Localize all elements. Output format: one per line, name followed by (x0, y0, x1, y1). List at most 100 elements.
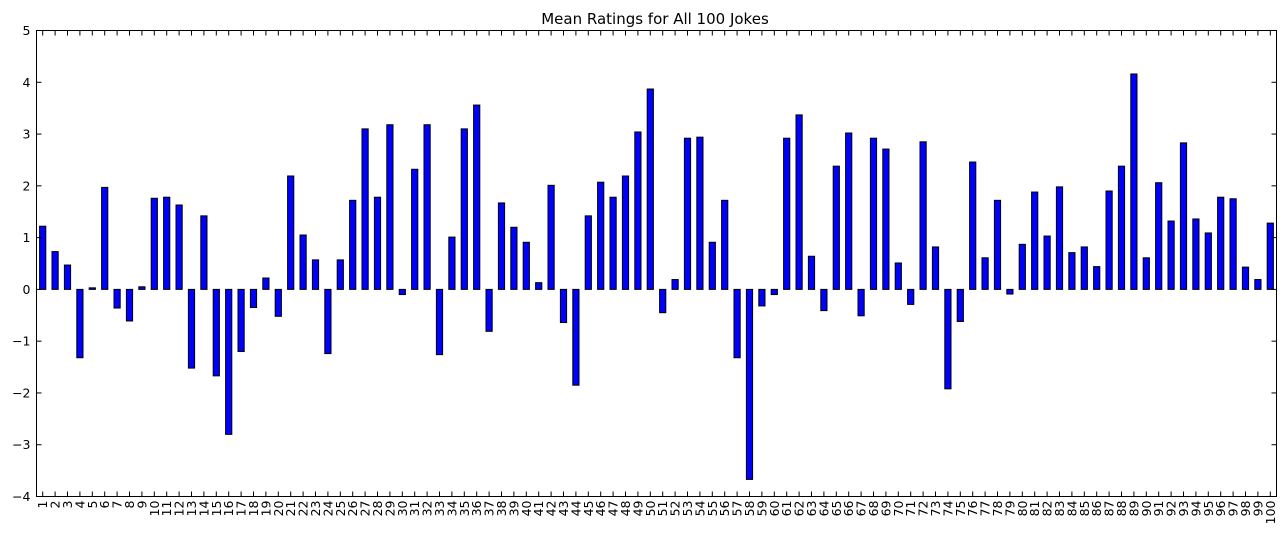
x-tick-label: 16 (221, 500, 236, 516)
x-tick-label: 74 (940, 500, 955, 516)
x-tick-label: 42 (544, 501, 559, 517)
x-tick-label: 50 (643, 500, 658, 516)
bar-joke-57 (733, 288, 741, 359)
x-tick-label: 45 (581, 501, 596, 517)
x-tick-label: 75 (953, 501, 968, 517)
x-tick-label: 94 (1188, 500, 1203, 516)
x-tick-label: 93 (1176, 501, 1191, 517)
x-tick-label: 67 (854, 501, 869, 517)
x-tick-label: 41 (531, 501, 546, 517)
bar-joke-14 (200, 215, 208, 290)
bar-joke-69 (882, 148, 890, 290)
bar-joke-68 (869, 137, 878, 290)
x-tick-label: 12 (172, 501, 187, 517)
x-tick-label: 39 (506, 500, 521, 516)
y-tick-label: 5 (23, 23, 31, 38)
bar-joke-33 (435, 288, 444, 356)
x-axis: 1234567891011121314151617181920212223242… (35, 30, 1278, 524)
bar-joke-44 (572, 288, 580, 386)
x-tick-label: 88 (1114, 500, 1129, 516)
bar-joke-71 (907, 288, 915, 305)
bar-joke-87 (1105, 190, 1113, 290)
bar-joke-43 (559, 288, 568, 324)
bar-joke-6 (101, 186, 109, 290)
x-tick-label: 70 (891, 500, 906, 516)
x-tick-label: 95 (1201, 501, 1216, 517)
bar-joke-60 (770, 288, 778, 296)
x-tick-label: 87 (1102, 501, 1117, 517)
x-tick-label: 68 (866, 500, 881, 516)
bar-joke-1 (39, 225, 47, 290)
x-tick-label: 9 (134, 500, 149, 508)
x-tick-label: 79 (1002, 500, 1017, 516)
bar-joke-63 (807, 255, 816, 290)
x-tick-label: 98 (1238, 500, 1253, 516)
x-tick-label: 34 (444, 500, 459, 516)
x-tick-label: 85 (1077, 501, 1092, 517)
x-tick-label: 77 (978, 501, 993, 517)
x-tick-label: 28 (370, 500, 385, 516)
bar-joke-49 (634, 131, 642, 290)
bar-joke-65 (832, 165, 840, 290)
bar-joke-26 (349, 199, 357, 290)
bar-joke-12 (175, 204, 183, 290)
x-tick-label: 7 (110, 501, 125, 509)
x-tick-label: 38 (494, 500, 509, 516)
x-tick-label: 52 (668, 501, 683, 517)
x-tick-label: 97 (1226, 501, 1241, 517)
x-tick-label: 23 (308, 501, 323, 517)
bar-joke-9 (138, 286, 146, 290)
x-tick-label: 37 (482, 501, 497, 517)
bar-joke-4 (76, 288, 84, 359)
bar-joke-42 (547, 184, 555, 290)
y-tick-label: −3 (12, 437, 30, 452)
bar-joke-38 (497, 202, 506, 290)
bar-joke-50 (646, 88, 654, 290)
x-tick-label: 72 (916, 501, 931, 517)
bar-joke-54 (696, 136, 704, 290)
x-tick-label: 36 (469, 500, 484, 516)
bar-joke-28 (373, 196, 382, 290)
bar-joke-66 (845, 132, 853, 290)
x-tick-label: 35 (457, 501, 472, 517)
x-tick-label: 48 (618, 500, 633, 516)
bar-joke-16 (225, 288, 233, 435)
x-tick-label: 49 (630, 500, 645, 516)
x-tick-label: 18 (246, 500, 261, 516)
x-tick-label: 99 (1250, 500, 1265, 516)
x-tick-label: 8 (122, 500, 137, 508)
x-tick-label: 43 (556, 501, 571, 517)
bar-joke-86 (1093, 266, 1101, 290)
x-tick-label: 69 (878, 500, 893, 516)
x-tick-label: 2 (48, 501, 63, 509)
bar-joke-40 (522, 241, 530, 290)
x-tick-label: 62 (792, 501, 807, 517)
bar-joke-21 (287, 175, 295, 290)
bar-joke-59 (758, 288, 766, 307)
x-tick-label: 57 (730, 501, 745, 517)
bar-joke-37 (485, 288, 493, 332)
x-tick-label: 51 (655, 501, 670, 517)
x-tick-label: 53 (680, 501, 695, 517)
x-tick-label: 11 (159, 501, 174, 517)
x-tick-label: 4 (72, 500, 87, 508)
bar-joke-5 (88, 287, 96, 290)
y-tick-label: −4 (12, 489, 30, 504)
bars-group (39, 73, 1274, 480)
x-tick-label: 90 (1139, 500, 1154, 516)
bar-joke-34 (448, 236, 456, 290)
bar-joke-48 (621, 175, 630, 290)
x-tick-label: 89 (1126, 500, 1141, 516)
x-tick-label: 63 (804, 501, 819, 517)
bar-joke-82 (1043, 235, 1051, 290)
bar-joke-32 (423, 124, 431, 290)
x-tick-label: 26 (345, 500, 360, 516)
y-tick-label: 2 (23, 178, 31, 193)
bar-joke-95 (1204, 232, 1212, 290)
bar-joke-46 (597, 181, 605, 290)
x-tick-label: 76 (965, 500, 980, 516)
chart-title: Mean Ratings for All 100 Jokes (541, 10, 769, 28)
x-tick-label: 84 (1064, 500, 1079, 516)
bar-joke-15 (212, 288, 220, 377)
